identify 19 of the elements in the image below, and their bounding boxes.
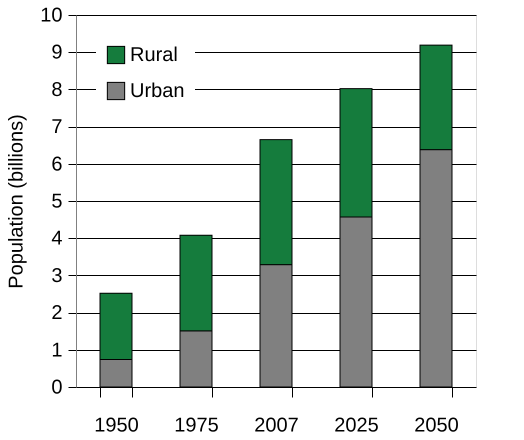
y-tick-label: 8 xyxy=(51,78,62,101)
x-tick-label: 1975 xyxy=(174,414,219,436)
legend-label: Urban xyxy=(130,80,184,102)
y-tick-label: 10 xyxy=(40,4,62,26)
x-tick-label: 2050 xyxy=(414,414,459,436)
y-tick-label: 9 xyxy=(51,42,62,64)
y-tick-label: 3 xyxy=(51,264,62,287)
y-tick-label: 4 xyxy=(51,228,62,250)
y-tick-label: 6 xyxy=(51,153,62,176)
y-tick-label: 1 xyxy=(51,339,62,362)
y-tick-label: 5 xyxy=(51,190,62,212)
x-tick-label: 2007 xyxy=(254,414,299,436)
x-tick-label: 1950 xyxy=(94,414,139,436)
legend-label: Rural xyxy=(130,44,178,66)
y-tick-label: 7 xyxy=(51,116,62,138)
y-tick-label: 0 xyxy=(51,376,62,398)
x-tick-label: 2025 xyxy=(334,414,379,436)
y-axis-title: Population (billions) xyxy=(5,114,28,289)
y-tick-label: 2 xyxy=(51,302,62,324)
